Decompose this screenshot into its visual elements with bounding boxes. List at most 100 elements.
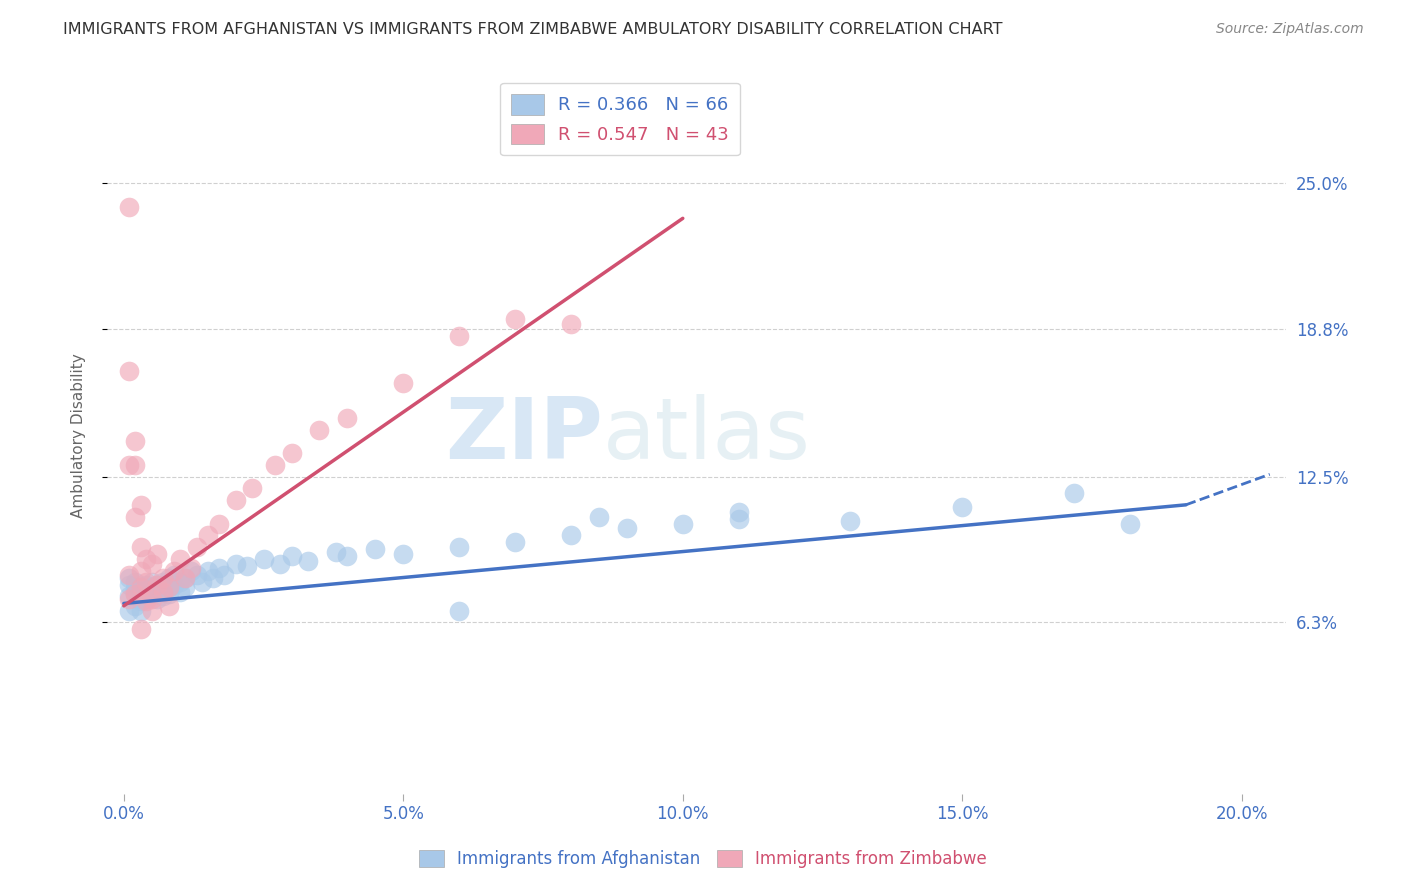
Point: [280, 446, 302, 460]
Point: [129, 580, 152, 594]
Point: [186, 540, 208, 554]
Point: [146, 577, 169, 591]
Point: [135, 552, 157, 566]
Point: [141, 591, 163, 606]
Point: [129, 594, 152, 608]
Point: [135, 591, 157, 606]
Point: [325, 545, 347, 559]
Point: [186, 568, 208, 582]
Point: [336, 411, 359, 425]
Point: [180, 561, 202, 575]
Point: [152, 590, 174, 604]
Point: [191, 575, 214, 590]
Point: [392, 547, 415, 561]
Point: [950, 500, 973, 515]
Point: [129, 591, 152, 606]
Point: [146, 582, 169, 597]
Point: [129, 584, 152, 599]
Point: [449, 603, 471, 617]
Point: [141, 584, 163, 599]
Point: [236, 558, 259, 573]
Point: [118, 568, 141, 582]
Point: [263, 458, 285, 472]
Point: [141, 590, 163, 604]
Text: Source: ZipAtlas.com: Source: ZipAtlas.com: [1216, 22, 1364, 37]
Legend: Immigrants from Afghanistan, Immigrants from Zimbabwe: Immigrants from Afghanistan, Immigrants …: [412, 843, 994, 875]
Point: [297, 554, 319, 568]
Point: [152, 575, 174, 590]
Point: [129, 498, 152, 512]
Point: [839, 514, 862, 528]
Point: [135, 577, 157, 591]
Point: [174, 580, 197, 594]
Point: [169, 575, 191, 590]
Point: [118, 577, 141, 591]
Point: [141, 557, 163, 571]
Point: [118, 590, 141, 604]
Point: [129, 622, 152, 636]
Point: [124, 582, 146, 597]
Point: [141, 580, 163, 594]
Point: [118, 200, 141, 214]
Point: [503, 312, 526, 326]
Point: [129, 564, 152, 578]
Point: [124, 434, 146, 449]
Text: IMMIGRANTS FROM AFGHANISTAN VS IMMIGRANTS FROM ZIMBABWE AMBULATORY DISABILITY CO: IMMIGRANTS FROM AFGHANISTAN VS IMMIGRANT…: [63, 22, 1002, 37]
Point: [118, 591, 141, 606]
Point: [124, 458, 146, 472]
Point: [124, 587, 146, 601]
Point: [118, 458, 141, 472]
Point: [157, 587, 180, 601]
Point: [336, 549, 359, 564]
Point: [129, 603, 152, 617]
Point: [616, 521, 638, 535]
Point: [588, 509, 610, 524]
Point: [1063, 486, 1085, 500]
Point: [225, 493, 247, 508]
Point: [180, 564, 202, 578]
Point: [208, 516, 231, 531]
Point: [169, 552, 191, 566]
Point: [449, 540, 471, 554]
Point: [163, 568, 186, 582]
Point: [280, 549, 302, 564]
Point: [146, 591, 169, 606]
Point: [560, 528, 582, 542]
Point: [672, 516, 695, 531]
Point: [225, 557, 247, 571]
Point: [308, 423, 330, 437]
Point: [118, 364, 141, 378]
Point: [449, 328, 471, 343]
Point: [174, 571, 197, 585]
Point: [152, 584, 174, 599]
Point: [135, 594, 157, 608]
Point: [152, 584, 174, 599]
Point: [118, 571, 141, 585]
Text: atlas: atlas: [602, 394, 810, 477]
Point: [152, 571, 174, 585]
Point: [141, 575, 163, 590]
Point: [242, 482, 264, 496]
Point: [727, 512, 749, 526]
Point: [146, 547, 169, 561]
Point: [129, 540, 152, 554]
Point: [560, 317, 582, 331]
Point: [135, 587, 157, 601]
Point: [163, 577, 186, 591]
Point: [214, 568, 236, 582]
Point: [141, 603, 163, 617]
Point: [124, 599, 146, 613]
Point: [124, 575, 146, 590]
Text: ZIP: ZIP: [444, 394, 602, 477]
Point: [129, 580, 152, 594]
Point: [174, 571, 197, 585]
Point: [392, 376, 415, 390]
Point: [1119, 516, 1142, 531]
Point: [157, 580, 180, 594]
Point: [202, 571, 225, 585]
Point: [135, 582, 157, 597]
Point: [157, 571, 180, 585]
Legend: R = 0.366   N = 66, R = 0.547   N = 43: R = 0.366 N = 66, R = 0.547 N = 43: [501, 83, 740, 155]
Point: [727, 505, 749, 519]
Point: [157, 599, 180, 613]
